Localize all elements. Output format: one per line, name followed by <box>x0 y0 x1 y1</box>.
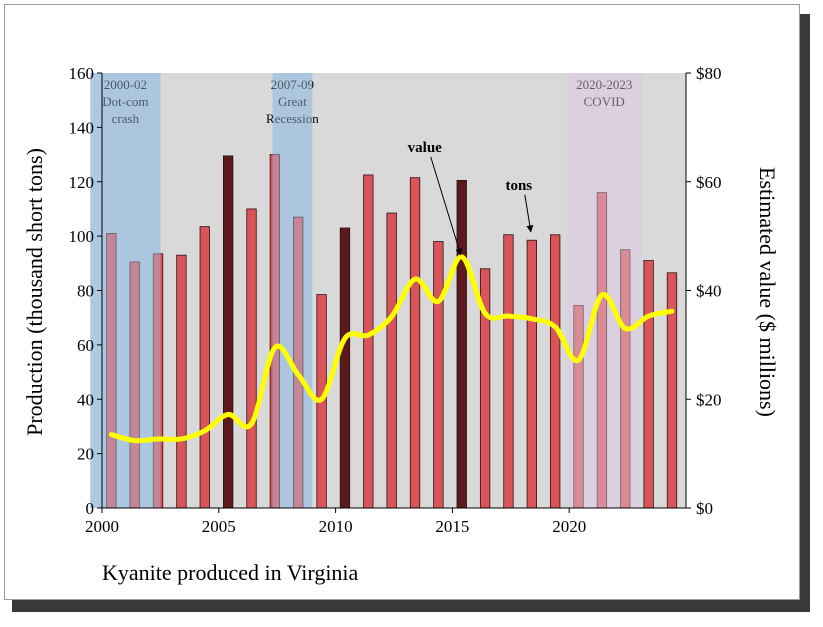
annotation-arrow <box>430 156 463 256</box>
y-left-tick-label: 80 <box>77 282 94 301</box>
y-left-tick-label: 40 <box>77 390 94 409</box>
tons-bar <box>199 226 210 509</box>
x-tick-label: 2015 <box>435 517 469 536</box>
tons-bar <box>386 212 397 509</box>
y-left-tick-label: 100 <box>69 227 95 246</box>
period-overlay <box>566 73 642 508</box>
y-left-tick-label: 160 <box>69 64 95 83</box>
x-tick-label: 2005 <box>202 517 236 536</box>
value-line-path <box>108 254 675 444</box>
y-right-tick-label: $40 <box>696 282 722 301</box>
y-right-tick-label: $60 <box>696 173 722 192</box>
axes: 0 20 40 60 80 100 120 140 160 $0 $20 $40 $60 $80 2000 2… <box>69 64 722 536</box>
value-line <box>108 254 675 444</box>
y-right-tick-label: $20 <box>696 390 722 409</box>
annotation-label: value <box>408 140 443 156</box>
tons-bar <box>643 260 654 509</box>
period-label-line: Great <box>278 94 307 109</box>
tons-bar <box>222 155 234 509</box>
y-axis-left-label: Production (thousand short tons) <box>22 148 47 436</box>
tons-bar <box>363 174 374 509</box>
y-left-tick-label: 60 <box>77 336 94 355</box>
annotations: value tons <box>408 140 534 256</box>
annotation-label: tons <box>505 178 532 194</box>
tons-bar <box>666 272 678 509</box>
tons-bar <box>339 227 351 509</box>
tons-bar <box>433 241 444 509</box>
y-axis-right-label: Estimated value ($ millions) <box>755 167 780 417</box>
period-label-line: Recession <box>266 111 319 126</box>
period-label-line: 2000-02 <box>104 77 147 92</box>
period-label-line: COVID <box>584 94 625 109</box>
x-tick-label: 2010 <box>319 517 353 536</box>
chart-caption: Kyanite produced in Virginia <box>102 560 359 585</box>
tons-bar <box>503 234 514 509</box>
period-label-line: 2007-09 <box>271 77 314 92</box>
annotation-arrow <box>524 194 534 233</box>
y-left-tick-label: 140 <box>69 118 95 137</box>
tons-bar <box>526 239 537 509</box>
y-left-tick-label: 0 <box>86 499 95 518</box>
period-label-line: Dot-com <box>102 94 148 109</box>
tons-bar <box>409 177 421 509</box>
y-left-tick-label: 120 <box>69 173 95 192</box>
x-tick-label: 2020 <box>552 517 586 536</box>
y-left-tick-label: 20 <box>77 445 94 464</box>
period-label-line: crash <box>112 111 140 126</box>
period-overlay <box>272 73 313 508</box>
tons-bar <box>550 234 561 509</box>
tons-bar <box>176 254 187 509</box>
tons-bar <box>456 179 467 509</box>
x-tick-label: 2000 <box>85 517 119 536</box>
y-right-tick-label: $0 <box>696 499 713 518</box>
tons-bar <box>246 208 257 509</box>
y-right-tick-label: $80 <box>696 64 722 83</box>
period-label-line: 2020-2023 <box>576 77 632 92</box>
